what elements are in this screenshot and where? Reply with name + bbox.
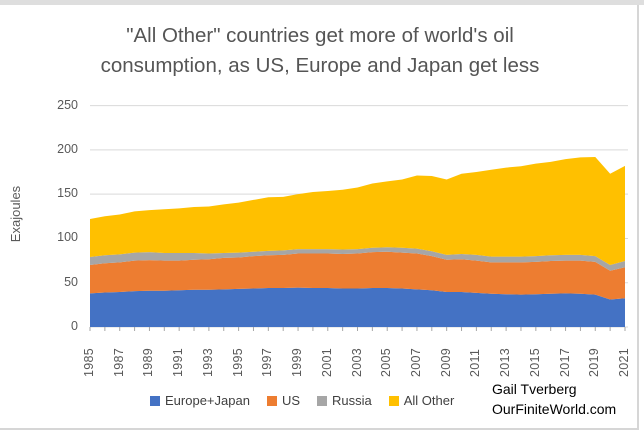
y-axis-tick-label: 0 — [71, 319, 78, 333]
chart-bottom-border — [0, 428, 639, 430]
stacked-area-plot — [89, 105, 628, 331]
y-axis-title: Exajoules — [8, 185, 23, 243]
legend-swatch-icon — [150, 395, 160, 406]
y-axis-tick-label: 150 — [57, 186, 78, 201]
legend-label: All Other — [403, 393, 455, 408]
x-axis-tick-label: 2009 — [438, 347, 453, 377]
area-us — [90, 251, 625, 300]
y-axis-tick-label: 200 — [57, 141, 78, 156]
legend-item-europe-japan: Europe+Japan — [150, 393, 250, 408]
x-axis-tick-label: 1985 — [82, 347, 96, 377]
x-axis-tick-label: 2021 — [617, 347, 631, 377]
window-top-strip — [0, 0, 644, 5]
y-axis-tick-label: 100 — [57, 230, 78, 245]
legend-swatch-icon — [388, 395, 399, 406]
x-axis-tick-label: 2017 — [557, 347, 572, 377]
chart-title-line2: consumption, as US, Europe and Japan get… — [100, 54, 540, 77]
x-axis-tick-label: 1989 — [141, 347, 156, 377]
area-all-other — [90, 156, 625, 266]
legend-label: US — [281, 393, 300, 408]
x-axis-tick-label: 2011 — [468, 348, 483, 377]
legend-item-all-other: All Other — [388, 393, 455, 408]
x-axis-tick-label: 2005 — [379, 347, 394, 377]
legend-label: Europe+Japan — [165, 393, 250, 408]
y-axis-tick-label: 50 — [64, 274, 78, 289]
chart-legend: Europe+Japan US Russia All Other — [150, 393, 454, 408]
x-axis-tick-label: 1991 — [171, 347, 186, 377]
attribution-site: OurFiniteWorld.com — [492, 401, 617, 417]
area-russia — [90, 247, 625, 271]
x-axis-tick-label: 1999 — [290, 347, 305, 377]
x-axis-tick-label: 1987 — [111, 347, 126, 377]
legend-swatch-icon — [317, 395, 327, 406]
legend-item-russia: Russia — [317, 393, 372, 408]
legend-label: Russia — [332, 393, 372, 408]
x-axis-tick-label: 2007 — [408, 347, 423, 377]
x-axis-tick-label: 1997 — [260, 347, 275, 377]
legend-swatch-icon — [266, 395, 277, 406]
chart-title-line1: "All Other" countries get more of world'… — [126, 24, 514, 47]
area-europe-japan — [90, 287, 625, 327]
chart-right-border — [637, 5, 639, 429]
x-axis-tick-label: 1993 — [200, 347, 215, 377]
x-axis-tick-label: 2001 — [319, 347, 334, 377]
x-axis-tick-label: 2015 — [527, 347, 542, 377]
x-axis-tick-label: 2019 — [587, 347, 602, 377]
y-axis-tick-label: 250 — [57, 97, 78, 112]
chart-title: "All Other" countries get more of world'… — [0, 21, 640, 81]
x-axis-tick-label: 2003 — [349, 347, 364, 377]
x-axis-tick-label: 2013 — [498, 347, 513, 377]
attribution: Gail Tverberg OurFiniteWorld.com — [492, 379, 642, 419]
attribution-author: Gail Tverberg — [492, 381, 577, 397]
legend-item-us: US — [266, 393, 300, 408]
x-axis-tick-label: 1995 — [230, 347, 245, 377]
